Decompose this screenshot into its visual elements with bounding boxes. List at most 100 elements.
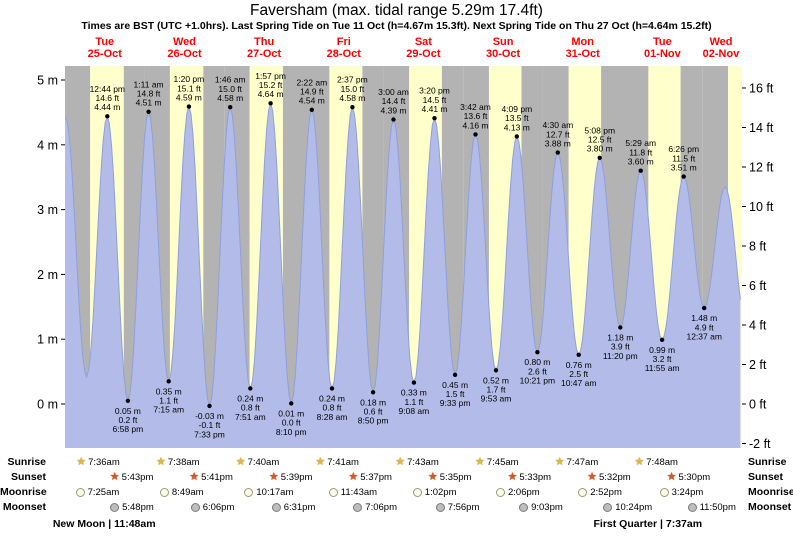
date-label-date[interactable]: 25-Oct: [88, 48, 123, 60]
tide-high-label: 3:20 pm 14.5 ft 4.41 m: [419, 86, 450, 114]
moonset-time: 6:06pm: [202, 502, 235, 513]
sunrise-item: ★ 7:43am: [395, 456, 439, 469]
row-label-moonrise-left: Moonrise: [0, 486, 47, 498]
sunrise-time: 7:47am: [566, 457, 599, 468]
tide-extreme-dot: [659, 337, 665, 342]
tide-low-label: 0.01 m 0.0 ft 8:10 pm: [276, 408, 307, 436]
date-label-day[interactable]: Wed: [173, 36, 196, 48]
moonrise-item: 11:43am: [328, 486, 378, 499]
tide-high-label: 1:57 pm 15.2 ft 4.64 m: [255, 71, 286, 99]
tide-extreme-dot: [329, 386, 335, 391]
moonrise-icon: [328, 488, 338, 497]
moonset-time: 7:06pm: [365, 502, 397, 513]
date-label-date[interactable]: 26-Oct: [167, 48, 202, 60]
date-label-day[interactable]: Sun: [493, 36, 514, 48]
date-label-date[interactable]: 27-Oct: [247, 48, 282, 60]
tide-high-label: 3:00 am 14.4 ft 4.39 m: [378, 87, 409, 115]
row-label-sunset-left: Sunset: [10, 471, 46, 483]
date-label-date[interactable]: 29-Oct: [406, 48, 441, 60]
date-label-date[interactable]: 02-Nov: [703, 48, 741, 60]
moonset-time: 11:50pm: [699, 502, 736, 513]
sunset-icon: ★: [507, 471, 518, 483]
moonrise-icon: [659, 488, 669, 497]
date-label-day[interactable]: Tue: [653, 36, 672, 48]
date-label-date[interactable]: 31-Oct: [566, 48, 601, 60]
tide-extreme-dot: [411, 380, 417, 385]
tide-high-label: 12:44 pm 14.6 ft 4.44 m: [90, 84, 125, 112]
moonrise-icon: [578, 488, 588, 497]
sunrise-item: ★ 7:47am: [555, 456, 599, 469]
row-label-sunrise-left: Sunrise: [7, 456, 46, 468]
right-axis-label: 10 ft: [749, 200, 774, 214]
date-label-day[interactable]: Mon: [571, 36, 594, 48]
left-axis-label: 2 m: [37, 268, 58, 282]
tide-extreme-dot: [166, 379, 171, 384]
date-label-day[interactable]: Tue: [95, 36, 114, 48]
moonset-icon: [110, 503, 120, 512]
date-label-day[interactable]: Fri: [337, 36, 351, 48]
sunset-icon: ★: [189, 471, 200, 483]
left-axis-label: 5 m: [37, 74, 58, 88]
sunrise-time: 7:36am: [88, 457, 120, 468]
tide-extreme-dot: [207, 403, 212, 409]
date-label-date[interactable]: 28-Oct: [327, 48, 362, 60]
tide-extreme-dot: [473, 132, 478, 137]
moonrise-time: 11:43am: [340, 487, 378, 498]
moonset-item: 11:50pm: [687, 501, 736, 514]
sunrise-time: 7:48am: [646, 457, 678, 468]
tide-extreme-dot: [391, 117, 396, 122]
tide-extreme-dot: [618, 325, 623, 330]
date-label-day[interactable]: Wed: [709, 36, 732, 48]
moonset-item: 10:24pm: [603, 501, 652, 514]
sunset-item: ★ 5:32pm: [587, 471, 631, 484]
row-label-moonset-left: Moonset: [2, 501, 46, 513]
tide-curve-area: [65, 103, 741, 449]
tide-low-label: 0.18 m 0.6 ft 8:50 pm: [358, 397, 389, 425]
moonrise-icon: [412, 488, 422, 497]
moonrise-icon: [244, 488, 254, 497]
sunrise-icon: ★: [76, 456, 87, 468]
tide-high-label: 4:09 pm 13.5 ft 4.13 m: [501, 104, 532, 132]
moonrise-time: 1:02pm: [424, 487, 457, 498]
sunrise-item: ★ 7:36am: [76, 456, 120, 469]
moonrise-time: 2:06pm: [508, 487, 540, 498]
moonset-icon: [271, 503, 281, 512]
sunset-icon: ★: [666, 471, 677, 483]
tide-extreme-dot: [514, 134, 519, 139]
tide-low-label: 0.24 m 0.8 ft 7:51 am: [235, 393, 266, 421]
sunset-time: 5:32pm: [598, 472, 631, 483]
moon-phase-label: First Quarter | 7:37am: [593, 518, 703, 530]
sunrise-item: ★ 7:41am: [315, 456, 359, 469]
sunrise-time: 7:38am: [167, 457, 200, 468]
moonrise-icon: [496, 488, 505, 497]
moonrise-icon: [75, 488, 85, 497]
tide-extreme-dot: [125, 398, 131, 403]
sunset-icon: ★: [268, 471, 279, 483]
moonset-icon: [435, 503, 445, 512]
tide-extreme-dot: [268, 101, 273, 106]
tide-high-label: 1:20 pm 15.1 ft 4.59 m: [174, 74, 205, 102]
moonset-icon: [687, 503, 697, 512]
sunrise-item: ★ 7:40am: [236, 456, 280, 469]
row-label-moonrise-right: Moonrise: [748, 486, 793, 498]
moonset-time: 10:24pm: [615, 502, 653, 513]
right-axis-label: 8 ft: [749, 239, 767, 253]
tide-extreme-dot: [576, 352, 581, 357]
tide-low-label: 0.33 m 1.1 ft 9:08 am: [399, 388, 430, 416]
tide-low-label: 0.05 m 0.2 ft 6:58 pm: [113, 406, 144, 434]
tide-extreme-dot: [681, 174, 686, 179]
tide-extreme-dot: [186, 104, 192, 109]
date-label-date[interactable]: 01-Nov: [644, 48, 682, 60]
moonset-item: 6:31pm: [271, 501, 315, 514]
tide-extreme-dot: [452, 372, 458, 377]
sunrise-time: 7:43am: [407, 457, 439, 468]
date-label-day[interactable]: Thu: [254, 36, 274, 48]
sunrise-icon: ★: [554, 456, 565, 468]
left-axis-label: 0 m: [37, 398, 58, 412]
sunset-time: 5:41pm: [201, 472, 233, 483]
date-label-date[interactable]: 30-Oct: [486, 48, 521, 60]
moonrise-icon: [159, 488, 169, 497]
right-axis-label: 2 ft: [749, 358, 767, 372]
date-label-day[interactable]: Sat: [415, 36, 432, 48]
